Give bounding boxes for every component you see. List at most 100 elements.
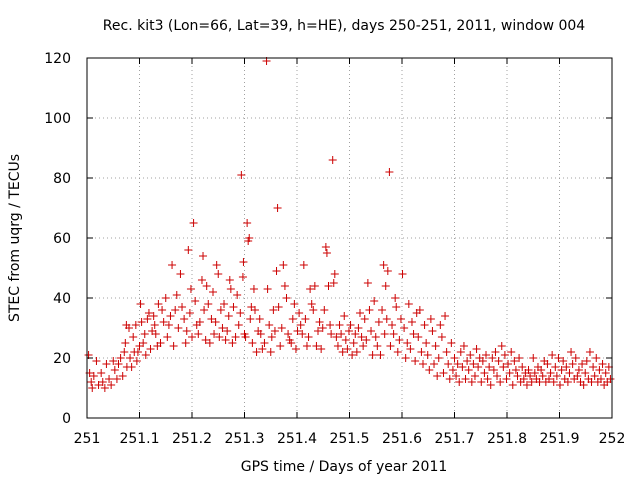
x-tick-label: 251.4 [277,431,317,447]
data-point [456,348,465,356]
data-point [221,336,230,344]
data-point [322,249,331,257]
grid-lines [87,58,612,418]
data-point [273,204,282,212]
data-point [489,366,498,374]
data-point [538,372,547,380]
data-point [274,303,283,311]
data-point [312,342,321,350]
data-point [433,372,442,380]
data-point [164,321,173,329]
data-point [204,300,213,308]
data-point [234,321,243,329]
data-point [205,339,214,347]
data-point [326,321,335,329]
data-point [592,354,601,362]
data-point [436,321,445,329]
data-point [181,339,190,347]
data-point [211,318,220,326]
data-point [102,360,111,368]
data-point [497,342,506,350]
data-point [414,333,423,341]
data-point [156,339,165,347]
data-point [92,357,101,365]
data-point [137,318,146,326]
data-point [151,330,160,338]
data-point [327,330,336,338]
data-point [598,360,607,368]
data-point [409,330,418,338]
y-tick-label: 20 [53,351,71,367]
data-point [403,339,412,347]
data-point [488,354,497,362]
data-point [428,327,437,335]
data-point [112,375,121,383]
data-point [109,357,118,365]
data-point [199,252,208,260]
data-point [526,372,535,380]
data-point [376,351,385,359]
data-point [295,309,304,317]
data-point [354,324,363,332]
data-point [344,327,353,335]
data-point [485,363,494,371]
data-point [348,351,357,359]
data-point [236,309,245,317]
data-point [482,351,490,359]
x-tick-labels: 251 251.1 251.2 251.3 251.4 251.5 251.6 251.7 25… [74,431,626,447]
data-point [381,282,390,290]
data-point [343,345,352,353]
data-point [362,336,371,344]
x-axis-label: GPS time / Days of year 2011 [241,459,448,475]
data-point [419,360,427,368]
data-point [434,354,443,362]
data-point [304,333,313,341]
data-point [321,243,330,251]
data-point [415,306,424,314]
data-point [330,270,339,278]
data-point [314,327,322,335]
data-point [500,351,509,359]
data-point [464,366,473,374]
data-point [178,303,187,311]
data-point [298,330,307,338]
data-point [290,300,299,308]
data-point [518,363,527,371]
data-point [442,348,451,356]
data-point [552,372,561,380]
data-point [288,315,297,323]
data-points [84,57,615,392]
data-point [143,315,152,323]
data-point [441,312,450,320]
data-point [97,369,106,377]
data-point [241,333,250,341]
data-point [511,366,520,374]
data-point [379,261,388,269]
data-point [568,360,577,368]
data-point [88,384,97,392]
data-point [263,285,272,293]
data-point [450,354,459,362]
data-point [567,348,576,356]
data-point [265,321,274,329]
x-tick-label: 251.9 [539,431,579,447]
data-point [455,378,464,386]
data-point [287,339,296,347]
data-point [341,336,350,344]
data-point [513,372,522,380]
data-point [551,363,560,371]
data-point [469,360,478,368]
data-point [267,333,276,341]
data-point [87,378,96,386]
data-point [437,333,446,341]
data-point [226,285,235,293]
data-point [252,348,261,356]
data-point [337,330,346,338]
y-tick-label: 100 [44,111,71,127]
data-point [557,366,566,374]
data-point [491,348,500,356]
data-point [515,354,524,362]
data-point [363,279,372,287]
data-point [229,303,238,311]
data-point [180,315,189,323]
